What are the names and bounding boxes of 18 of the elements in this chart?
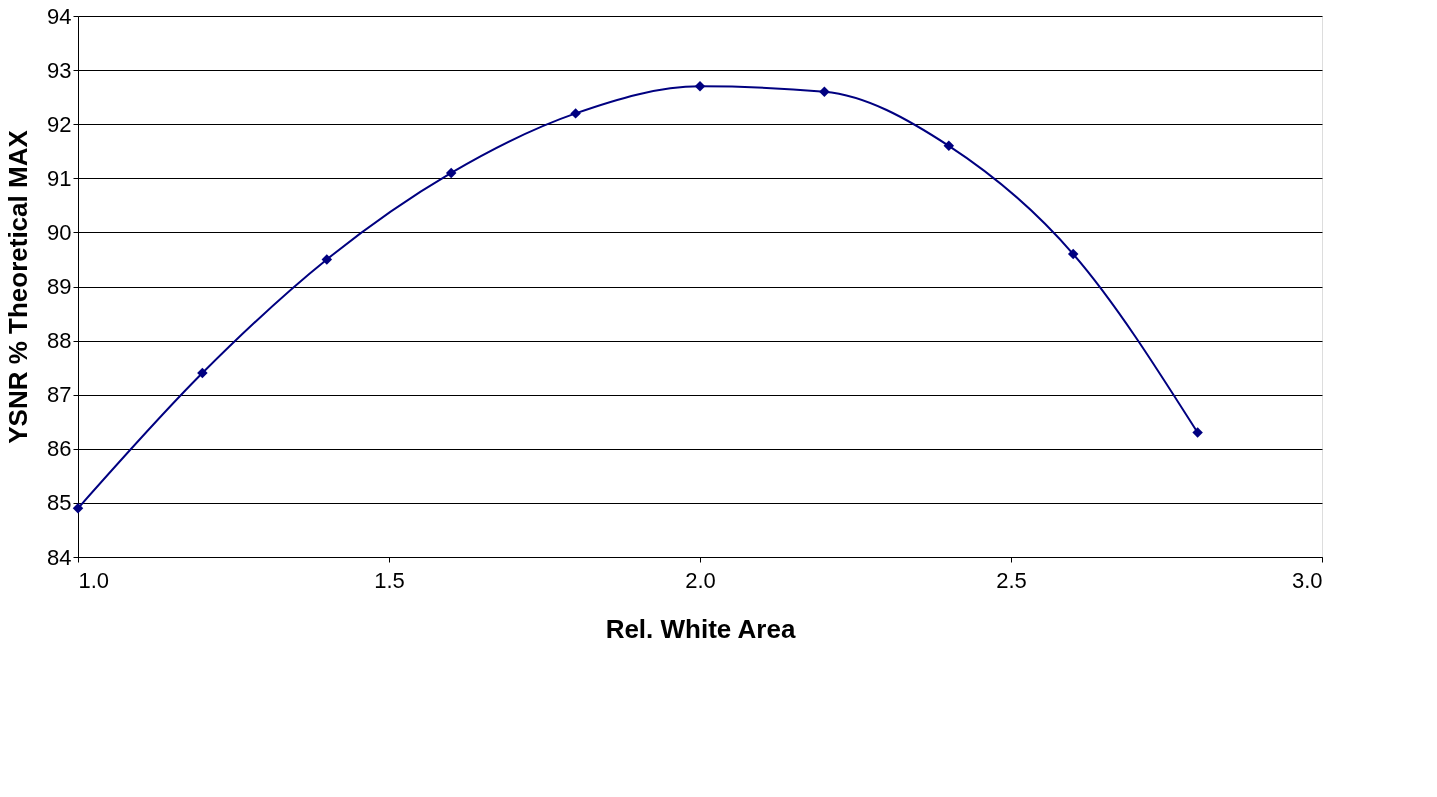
y-tick-label: 94 [47,3,72,29]
x-tick-label: 1.0 [78,567,110,593]
y-tick-label: 89 [47,274,72,299]
x-tick-label: 2.5 [996,567,1027,593]
y-axis-title: YSNR % Theoretical MAX [3,129,34,444]
y-tick-label: 88 [47,328,72,354]
y-tick-label: 84 [47,544,72,570]
y-tick-label: 90 [47,219,72,245]
x-axis-title: Rel. White Area [605,613,796,644]
y-tick-label: 86 [47,436,72,462]
x-tick-label: 3.0 [1291,567,1323,593]
y-tick-label: 91 [47,165,72,191]
x-tick-label: 2.0 [685,567,716,593]
y-tick-label: 93 [47,57,72,83]
x-tick-label: 1.5 [374,567,405,593]
y-tick-label: 85 [47,490,72,516]
y-tick-label: 87 [47,382,72,408]
y-tick-label: 92 [47,111,72,137]
